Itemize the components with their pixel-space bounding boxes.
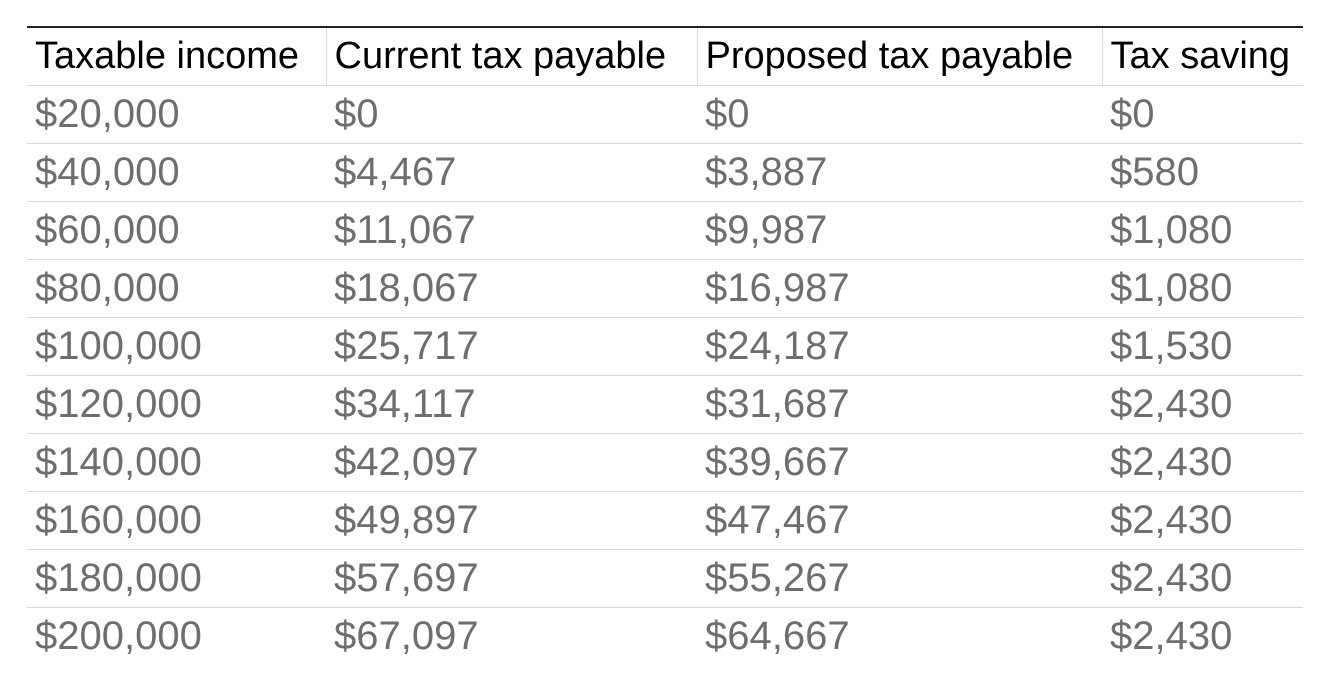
cell-tax-saving: $2,430: [1102, 433, 1303, 492]
cell-tax-saving: $1,530: [1102, 317, 1303, 376]
cell-current-tax: $42,097: [326, 433, 697, 492]
cell-taxable-income: $140,000: [27, 433, 326, 492]
header-taxable-income: Taxable income: [27, 27, 326, 86]
table-header: Taxable income Current tax payable Propo…: [27, 27, 1303, 86]
cell-current-tax: $49,897: [326, 491, 697, 550]
header-tax-saving: Tax saving: [1101, 27, 1303, 86]
cell-tax-saving: $2,430: [1102, 375, 1303, 434]
cell-tax-saving: $2,430: [1110, 614, 1233, 658]
cell-tax-saving: $2,430: [1102, 491, 1303, 550]
table-row: $200,000 $67,097 $64,667 $2,430: [27, 608, 1303, 666]
cell-proposed-tax: $39,667: [697, 433, 1102, 492]
cell-taxable-income: $180,000: [27, 549, 326, 608]
table-row: $100,000 $25,717 $24,187 $1,530: [27, 317, 1303, 376]
table-row: $80,000 $18,067 $16,987 $1,080: [27, 259, 1303, 318]
cell-proposed-tax: $55,267: [697, 549, 1102, 608]
cell-current-tax: $25,717: [326, 317, 697, 376]
tax-comparison-table: Taxable income Current tax payable Propo…: [27, 26, 1303, 665]
cell-current-tax: $18,067: [326, 259, 697, 318]
table-row: $180,000 $57,697 $55,267 $2,430: [27, 549, 1303, 608]
cell-taxable-income: $40,000: [27, 143, 326, 202]
cell-proposed-tax: $31,687: [697, 375, 1102, 434]
header-proposed-tax-payable: Proposed tax payable: [696, 27, 1102, 86]
cell-current-tax: $11,067: [326, 201, 697, 260]
cell-taxable-income: $60,000: [27, 201, 326, 260]
cell-current-tax: $67,097: [334, 614, 479, 658]
cell-current-tax: $0: [326, 85, 697, 144]
tax-comparison-table-container: Taxable income Current tax payable Propo…: [27, 26, 1303, 665]
cell-taxable-income: $160,000: [27, 491, 326, 550]
cell-current-tax: $34,117: [326, 375, 697, 434]
cell-tax-saving: $0: [1102, 85, 1303, 144]
cell-proposed-tax: $64,667: [705, 614, 850, 658]
cell-proposed-tax: $24,187: [697, 317, 1102, 376]
cell-proposed-tax: $9,987: [697, 201, 1102, 260]
table-row: $140,000 $42,097 $39,667 $2,430: [27, 433, 1303, 492]
cell-tax-saving: $1,080: [1102, 201, 1303, 260]
table-row: $160,000 $49,897 $47,467 $2,430: [27, 491, 1303, 550]
cell-taxable-income: $20,000: [27, 85, 326, 144]
cell-tax-saving: $580: [1102, 143, 1303, 202]
cell-taxable-income: $80,000: [27, 259, 326, 318]
table-row: $120,000 $34,117 $31,687 $2,430: [27, 375, 1303, 434]
table-body: $20,000 $0 $0 $0 $40,000 $4,467 $3,887 $…: [27, 85, 1303, 666]
cell-proposed-tax: $16,987: [697, 259, 1102, 318]
cell-current-tax: $4,467: [326, 143, 697, 202]
header-current-tax-payable: Current tax payable: [325, 27, 697, 86]
table-row: $20,000 $0 $0 $0: [27, 85, 1303, 144]
cell-taxable-income: $200,000: [35, 614, 202, 658]
cell-current-tax: $57,697: [326, 549, 697, 608]
cell-tax-saving: $1,080: [1102, 259, 1303, 318]
cell-proposed-tax: $0: [697, 85, 1102, 144]
cell-taxable-income: $120,000: [27, 375, 326, 434]
table-row: $40,000 $4,467 $3,887 $580: [27, 143, 1303, 202]
cell-tax-saving: $2,430: [1102, 549, 1303, 608]
header-row: Taxable income Current tax payable Propo…: [27, 27, 1303, 86]
table-row: $60,000 $11,067 $9,987 $1,080: [27, 201, 1303, 260]
cell-proposed-tax: $47,467: [697, 491, 1102, 550]
cell-proposed-tax: $3,887: [697, 143, 1102, 202]
cell-taxable-income: $100,000: [27, 317, 326, 376]
